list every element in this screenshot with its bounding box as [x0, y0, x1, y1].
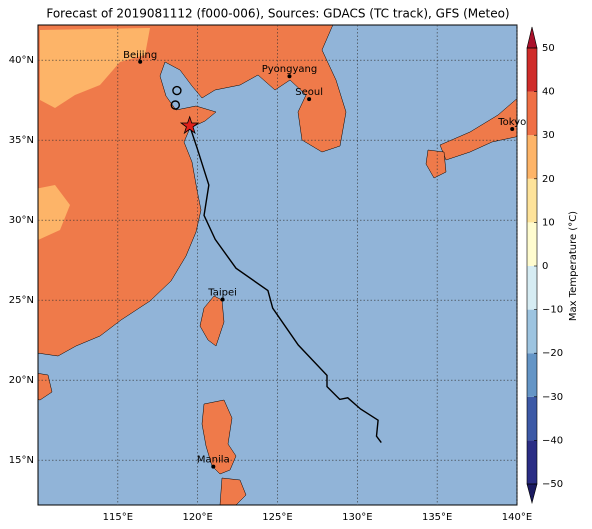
colorbar-tick-label: 30: [542, 130, 555, 141]
x-tick-label: 115°E: [103, 512, 133, 523]
y-tick-label: 25°N: [9, 295, 34, 306]
x-tick-label: 125°E: [262, 512, 292, 523]
track-marker: [170, 100, 181, 110]
city-label: Taipei: [207, 288, 237, 299]
y-tick-label: 30°N: [9, 215, 34, 226]
y-tick-label: 40°N: [9, 55, 34, 66]
colorbar-tick-label: −20: [542, 348, 563, 359]
x-tick-label: 130°E: [342, 512, 372, 523]
colorbar-band: [527, 396, 537, 441]
colorbar-band: [527, 48, 537, 92]
colorbar-band: [527, 91, 537, 136]
city-dot: [138, 59, 143, 64]
city-label: Seoul: [295, 87, 323, 98]
colorbar-tick-label: 10: [542, 217, 555, 228]
japan: [439, 98, 517, 161]
colorbar-tick-label: −10: [542, 305, 563, 316]
colorbar-tick-label: 0: [542, 261, 548, 272]
x-tick-label: 120°E: [182, 512, 212, 523]
city-dot: [287, 74, 292, 79]
colorbar-tick-label: −50: [542, 479, 563, 490]
kyushu: [425, 149, 447, 179]
colorbar-tick-label: 40: [542, 87, 555, 98]
city-label: Manila: [197, 455, 230, 466]
mainland: [38, 25, 347, 357]
storm-position: [179, 115, 200, 135]
y-tick-label: 15°N: [9, 455, 34, 466]
taiwan: [199, 295, 225, 347]
city-label: Beijing: [123, 50, 157, 61]
colorbar-band: [527, 266, 537, 310]
colorbar-band: [527, 222, 537, 266]
x-tick-label: 140°E: [502, 512, 532, 523]
colorbar-band: [527, 353, 537, 397]
colorbar-band: [527, 178, 537, 223]
city-dot: [220, 297, 225, 302]
highland: [40, 28, 150, 108]
city-label: Pyongyang: [262, 64, 317, 75]
city-dot: [510, 127, 515, 131]
colorbar-under: [526, 483, 538, 505]
storm-track: [188, 122, 382, 444]
colorbar-band: [527, 135, 537, 179]
colorbar-tick-label: −30: [542, 392, 563, 403]
visayas: [219, 477, 247, 505]
city-dot: [211, 464, 216, 469]
x-tick-label: 135°E: [422, 512, 452, 523]
colorbar-tick-label: 20: [542, 174, 555, 185]
colorbar-tick-label: 50: [542, 43, 555, 54]
highland: [38, 185, 70, 240]
y-tick-label: 20°N: [9, 375, 34, 386]
luzon: [201, 399, 237, 475]
track-marker: [172, 85, 182, 96]
city-label: Tokyo: [497, 117, 526, 128]
overlay: 115°E 120°E 125°E 130°E 135°E 140°E 15°N 20°N 25…: [9, 25, 579, 523]
land: [38, 25, 517, 505]
chart-title: Forecast of 2019081112 (f000-006), Sourc…: [46, 7, 509, 21]
city-dot: [307, 97, 312, 102]
colorbar-over: [526, 26, 538, 49]
colorbar-tick-label: −40: [542, 435, 563, 446]
y-tick-label: 35°N: [9, 135, 34, 146]
colorbar-band: [527, 440, 537, 484]
colorbar-label: Max Temperature (°C): [568, 211, 579, 321]
colorbar-band: [527, 309, 537, 354]
